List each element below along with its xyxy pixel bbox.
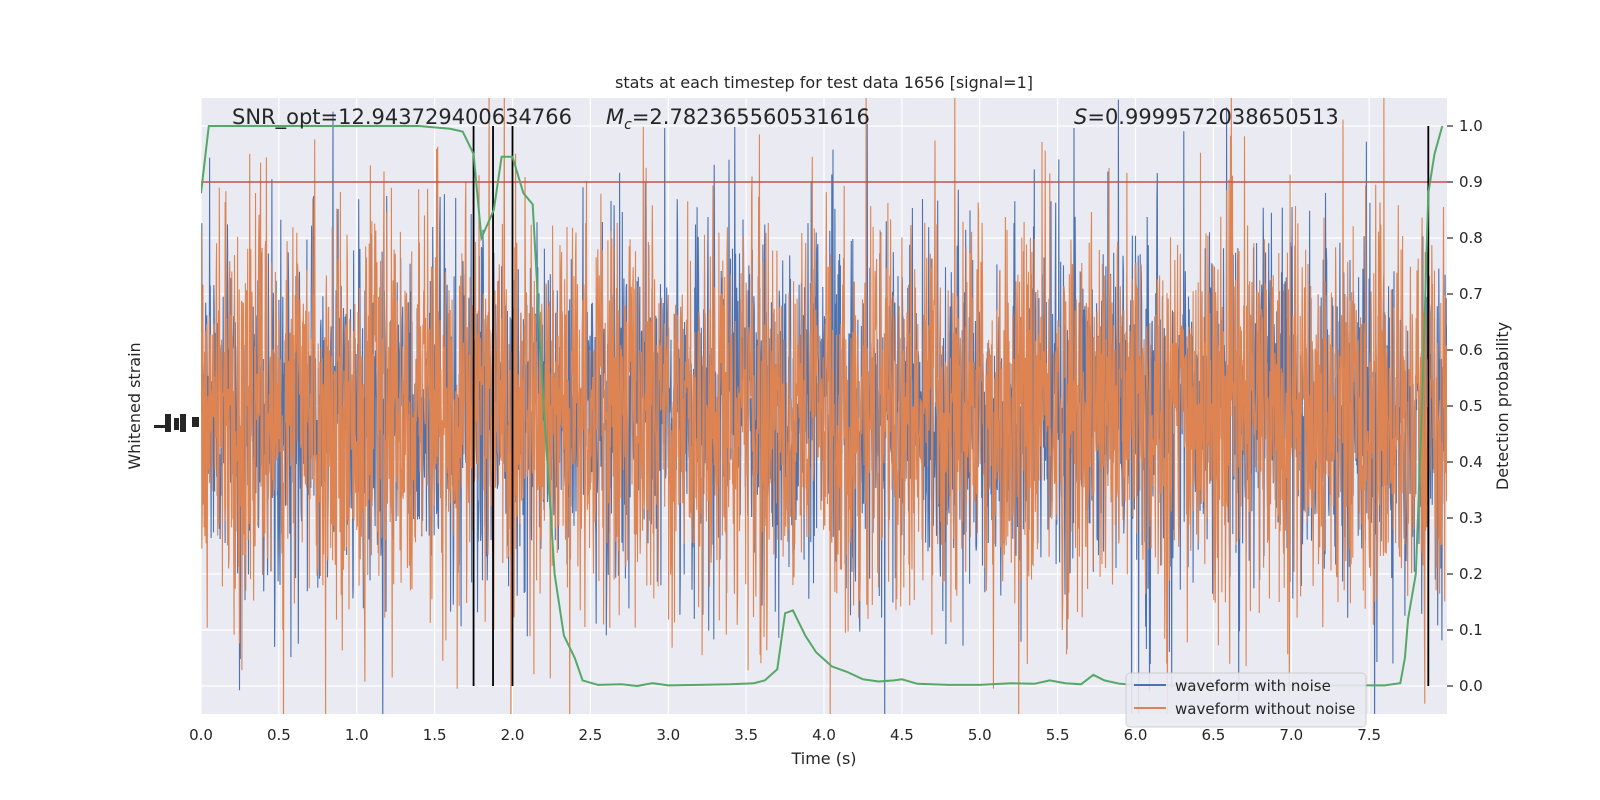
snr-annotation: SNR_opt=12.943729400634766 xyxy=(232,105,572,130)
x-axis-ticks: 0.0 0.5 1.0 1.5 2.0 2.5 3.0 3.5 4.0 4.5 5.0 5.5 6.0 6… xyxy=(189,726,1381,744)
x-tick-label: 4.5 xyxy=(890,726,914,744)
mc-annotation: Mc=2.782365560531616 xyxy=(606,105,870,133)
x-tick-label: 5.0 xyxy=(968,726,992,744)
y-tick-label: 0.2 xyxy=(1459,565,1483,583)
s-annotation: S=0.9999572038650513 xyxy=(1074,105,1339,129)
legend-label-noise: waveform with noise xyxy=(1175,677,1331,695)
y-tick-label: 0.8 xyxy=(1459,229,1483,247)
y-tick-label: 0.1 xyxy=(1459,621,1483,639)
legend-box xyxy=(1125,672,1367,728)
x-tick-label: 7.0 xyxy=(1279,726,1303,744)
left-axis-tick-stub xyxy=(154,414,199,432)
x-tick-label: 1.5 xyxy=(423,726,447,744)
y-tick-label: 0.9 xyxy=(1459,173,1483,191)
x-tick-label: 0.5 xyxy=(267,726,291,744)
y-axis-right-ticks: 0.0 0.1 0.2 0.3 0.4 0.5 0.6 0.7 0.8 0.9 1.0 xyxy=(1447,117,1483,695)
x-axis-label: Time (s) xyxy=(790,749,856,768)
x-tick-label: 0.0 xyxy=(189,726,213,744)
y-axis-right-label: Detection probability xyxy=(1493,322,1512,490)
legend: waveform with noise waveform without noi… xyxy=(1125,672,1367,728)
x-tick-label: 1.0 xyxy=(345,726,369,744)
x-tick-label: 2.5 xyxy=(578,726,602,744)
y-tick-label: 0.7 xyxy=(1459,285,1483,303)
waveform-line xyxy=(201,98,1447,714)
y-tick-label: 0.4 xyxy=(1459,453,1483,471)
y-tick-label: 0.0 xyxy=(1459,677,1483,695)
y-tick-label: 0.3 xyxy=(1459,509,1483,527)
y-tick-label: 0.5 xyxy=(1459,397,1483,415)
y-tick-label: 1.0 xyxy=(1459,117,1483,135)
x-tick-label: 3.5 xyxy=(734,726,758,744)
x-tick-label: 5.5 xyxy=(1046,726,1070,744)
x-tick-label: 6.5 xyxy=(1201,726,1225,744)
x-tick-label: 6.0 xyxy=(1124,726,1148,744)
y-axis-left-label: Whitened strain xyxy=(125,342,144,469)
x-tick-label: 2.0 xyxy=(501,726,525,744)
x-tick-label: 3.0 xyxy=(656,726,680,744)
x-tick-label: 7.5 xyxy=(1357,726,1381,744)
x-tick-label: 4.0 xyxy=(812,726,836,744)
waveform-without-noise-series xyxy=(201,98,1447,714)
y-tick-label: 0.6 xyxy=(1459,341,1483,359)
chart-title: stats at each timestep for test data 165… xyxy=(615,73,1033,92)
legend-label-clean: waveform without noise xyxy=(1175,700,1355,718)
